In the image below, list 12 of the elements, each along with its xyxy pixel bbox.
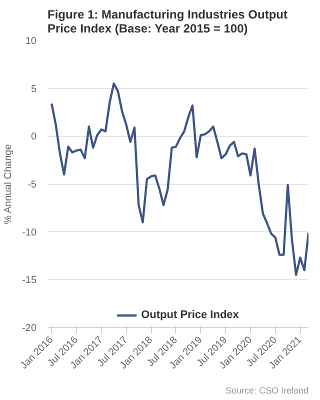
y-axis-title: % Annual Change [3, 144, 14, 224]
chart-title: Figure 1: Manufacturing Industries Output Price Index (Base: Year 2015 = 100) [48, 8, 288, 36]
line-series [50, 82, 308, 276]
y-tick-label: -20 [22, 323, 37, 334]
legend-label: Output Price Index [141, 309, 239, 321]
y-tick-label: -15 [22, 275, 37, 286]
y-tick-label: -10 [22, 227, 37, 238]
y-tick-label: 5 [30, 84, 37, 95]
source-note: Source: CSO Ireland [225, 386, 309, 396]
y-tick-label: 0 [30, 132, 37, 143]
y-tick-label: 10 [25, 36, 37, 47]
y-tick-label: -5 [28, 180, 37, 190]
